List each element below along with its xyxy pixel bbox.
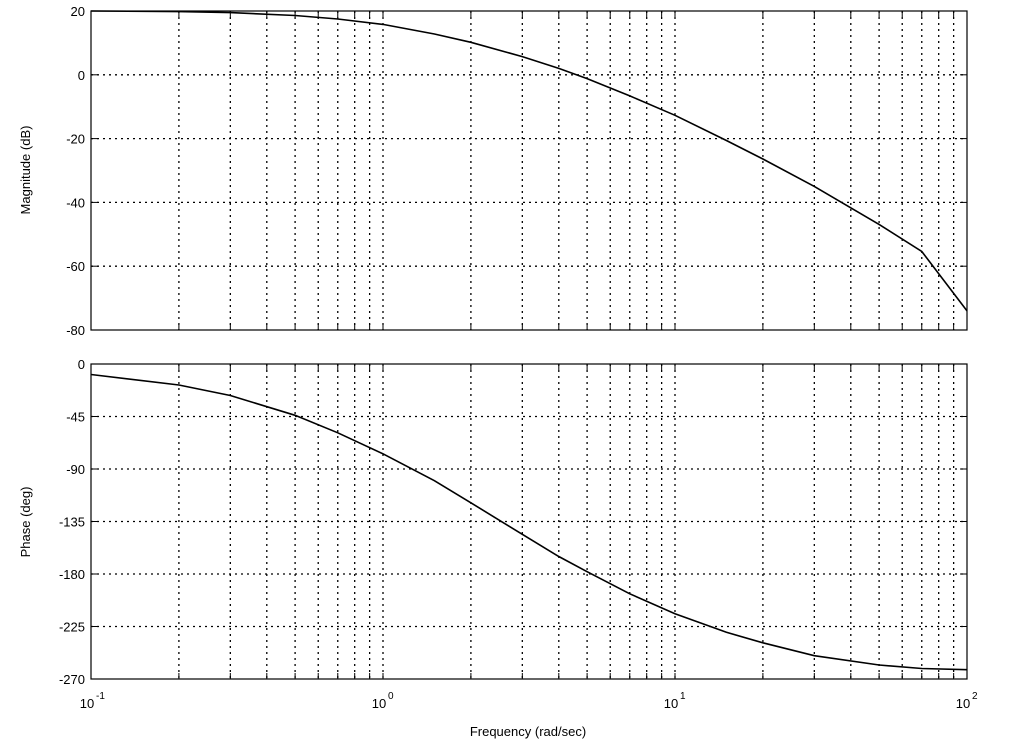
magnitude-y-tick-label: -40: [66, 195, 85, 210]
frequency-x-tick-exponent: 1: [680, 691, 686, 702]
magnitude-y-tick-label: -60: [66, 259, 85, 274]
phase-curve: [90, 373, 968, 671]
frequency-x-tick-label: 10: [956, 696, 970, 711]
magnitude-y-tick-label: -20: [66, 132, 85, 147]
phase-y-tick-label: -45: [66, 410, 85, 425]
frequency-x-tick-exponent: -1: [96, 691, 105, 702]
magnitude-y-tick-label: -80: [66, 323, 85, 338]
magnitude-y-axis-label: Magnitude (dB): [18, 126, 33, 215]
frequency-x-tick-exponent: 0: [388, 691, 394, 702]
magnitude-y-tick-label: 20: [71, 4, 85, 19]
frequency-x-tick-label: 10: [664, 696, 678, 711]
magnitude-panel: 20 0 -20 -40 -60 -80: [66, 4, 968, 338]
phase-plot-frame: [90, 363, 968, 680]
magnitude-plot-frame: [90, 10, 968, 331]
magnitude-curve: [90, 10, 968, 312]
phase-y-tick-label: 0: [78, 357, 85, 372]
frequency-x-tick-exponent: 2: [972, 691, 978, 702]
phase-y-tick-label: -90: [66, 462, 85, 477]
frequency-x-axis-label: Frequency (rad/sec): [470, 724, 586, 739]
phase-y-axis-label: Phase (deg): [18, 487, 33, 558]
phase-y-tick-label: -225: [59, 620, 85, 635]
magnitude-y-tick-label: 0: [78, 68, 85, 83]
phase-y-tick-label: -135: [59, 515, 85, 530]
phase-y-tick-label: -180: [59, 567, 85, 582]
phase-y-tick-label: -270: [59, 672, 85, 687]
frequency-x-tick-label: 10: [372, 696, 386, 711]
frequency-x-tick-label: 10: [80, 696, 94, 711]
